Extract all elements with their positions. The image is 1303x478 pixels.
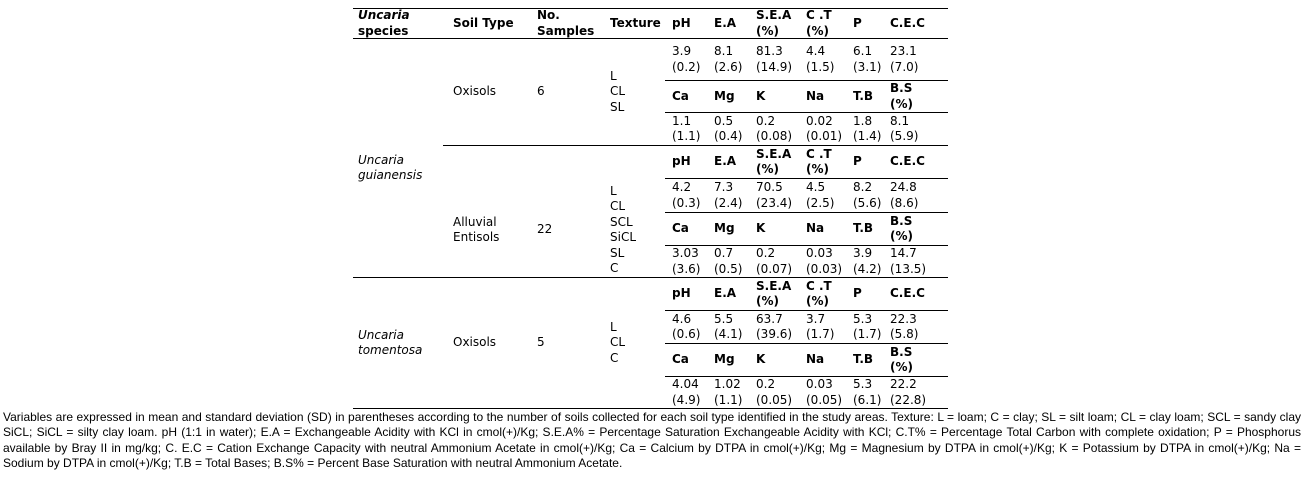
subheader-bs: B.S (%) [886,344,948,377]
subheader-na: Na [802,344,850,377]
subheader-sea: S.E.A (%) [752,278,802,311]
cell-ph: 3.9 (0.2) [665,39,710,81]
subheader-mg: Mg [710,81,752,113]
cell-sea: 81.3 (14.9) [752,39,802,81]
col-header-species-word: species [358,23,409,38]
col-header-ct: C .T (%) [802,8,850,39]
subheader-sea: S.E.A (%) [752,146,802,179]
cell-species-tomentosa: Uncaria tomentosa [358,327,423,358]
cell-sea: 70.5 (23.4) [752,179,802,213]
subheader-ph: pH [665,146,710,179]
cell-soil-type: Oxisols [443,39,530,146]
cell-sea: 63.7 (39.6) [752,311,802,344]
subheader-tb: T.B [850,213,886,246]
cell-texture: L CL SCL SiCL SL C [600,146,665,278]
cell-k: 0.2 (0.05) [756,377,793,407]
subheader-p: P [850,278,886,311]
cell-ph: 4.6 (0.6) [665,311,710,344]
subheader-cec: C.E.C [886,146,948,179]
cell-tb: 5.3 (6.1) [853,377,882,407]
subheader-tb: T.B [850,344,886,377]
col-header-ph: pH [665,9,710,39]
cell-ct: 4.5 (2.5) [802,179,850,213]
subheader-na: Na [802,81,850,113]
cell-bs: 22.2 (22.8) [890,377,927,407]
cell-na: 0.02 (0.01) [802,113,850,146]
cell-no-samples: 5 [537,335,545,350]
cell-cec: 23.1 (7.0) [886,39,948,81]
subheader-bs: B.S (%) [886,213,948,246]
cell-ca: 3.03 (3.6) [665,246,710,278]
cell-bs: 14.7 (13.5) [886,246,948,278]
cell-k: 0.2 (0.07) [752,246,802,278]
subheader-ea: E.A [710,278,752,311]
subheader-ea: E.A [710,146,752,179]
col-header-cec: C.E.C [886,9,948,39]
col-header-species: Uncaria species [353,8,443,39]
cell-ct: 3.7 (1.7) [802,311,850,344]
cell-cec: 22.3 (5.8) [886,311,948,344]
cell-ea: 8.1 (2.6) [710,39,752,81]
cell-soil-type: Oxisols [453,335,497,350]
subheader-mg: Mg [710,213,752,246]
cell-mg: 1.02 (1.1) [714,377,743,407]
cell-tb: 3.9 (4.2) [850,246,886,278]
table-footnote: Variables are expressed in mean and stan… [3,410,1301,471]
cell-no-samples: 22 [530,146,600,278]
col-header-p: P [850,9,886,39]
cell-no-samples: 6 [530,39,600,146]
cell-na: 0.03 (0.03) [802,246,850,278]
cell-k: 0.2 (0.08) [752,113,802,146]
cell-cec: 24.8 (8.6) [886,179,948,213]
subheader-ct: C .T (%) [802,278,850,311]
subheader-ph: pH [665,278,710,311]
soil-properties-table: Uncaria species Soil Type No. Samples Te… [353,8,948,409]
cell-mg: 0.7 (0.5) [710,246,752,278]
cell-tb: 1.8 (1.4) [850,113,886,146]
cell-ca: 4.04 (4.9) [672,377,701,407]
col-header-species-genus: Uncaria [358,8,410,22]
subheader-cec: C.E.C [886,278,948,311]
subheader-k: K [752,344,802,377]
col-header-ea: E.A [710,9,752,39]
cell-mg: 0.5 (0.4) [710,113,752,146]
col-header-sea: S.E.A (%) [752,8,802,39]
col-header-texture: Texture [600,9,665,39]
cell-species-guianensis: Uncaria guianensis [353,39,443,278]
cell-ct: 4.4 (1.5) [802,39,850,81]
cell-p: 6.1 (3.1) [850,39,886,81]
cell-p: 5.3 (1.7) [850,311,886,344]
cell-bs: 8.1 (5.9) [886,113,948,146]
subheader-p: P [850,146,886,179]
col-header-no-samples: No. Samples [530,8,600,39]
subheader-ca: Ca [665,81,710,113]
cell-texture: L CL C [610,319,626,365]
subheader-ct: C .T (%) [802,146,850,179]
subheader-ca: Ca [665,344,710,377]
subheader-mg: Mg [710,344,752,377]
col-header-soil-type: Soil Type [443,9,530,39]
cell-p: 8.2 (5.6) [850,179,886,213]
cell-na: 0.03 (0.05) [806,377,843,407]
subheader-k: K [752,213,802,246]
cell-soil-type: Alluvial Entisols [443,146,530,278]
subheader-bs: B.S (%) [886,81,948,113]
cell-ea: 5.5 (4.1) [710,311,752,344]
cell-ea: 7.3 (2.4) [710,179,752,213]
cell-ca: 1.1 (1.1) [665,113,710,146]
cell-ph: 4.2 (0.3) [665,179,710,213]
cell-texture: L CL SL [600,39,665,146]
subheader-na: Na [802,213,850,246]
subheader-ca: Ca [665,213,710,246]
subheader-tb: T.B [850,81,886,113]
subheader-k: K [752,81,802,113]
